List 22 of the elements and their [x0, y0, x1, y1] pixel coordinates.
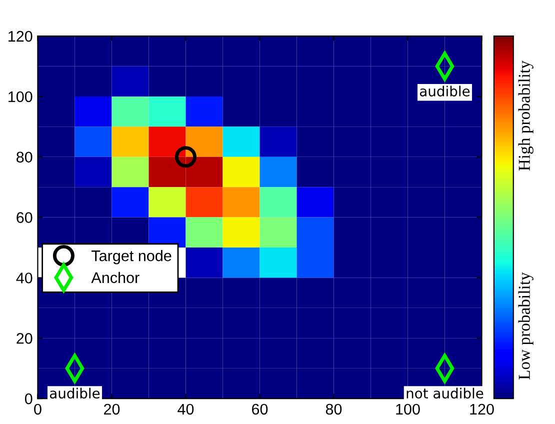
y-tick-label: 60: [16, 212, 32, 223]
x-tick-label: 100: [396, 404, 420, 415]
color-bar-label: High probability: [518, 60, 534, 171]
y-tick-label: 100: [8, 91, 32, 102]
y-tick-label: 0: [24, 393, 32, 404]
point: [174, 146, 197, 168]
x-tick-label: 20: [104, 404, 120, 415]
y-tick-label: 80: [16, 152, 32, 163]
x-tick-label: 0: [34, 404, 42, 415]
legend-label: Anchor: [91, 272, 140, 284]
annotation: audible: [50, 388, 100, 399]
y-tick-label: 40: [16, 272, 32, 284]
x-tick-label: 40: [178, 404, 194, 415]
color-bar-label: Low probability: [518, 272, 534, 380]
annotation: not audible: [406, 388, 484, 399]
y-tick-label: 20: [16, 333, 32, 344]
x-tick-label: 80: [326, 404, 342, 415]
x-tick-label: 120: [470, 404, 494, 415]
x-tick-label: 60: [252, 404, 268, 415]
y-tick-label: 120: [8, 30, 32, 42]
legend-label: Target node: [92, 250, 172, 264]
annotation: audible: [420, 86, 470, 96]
